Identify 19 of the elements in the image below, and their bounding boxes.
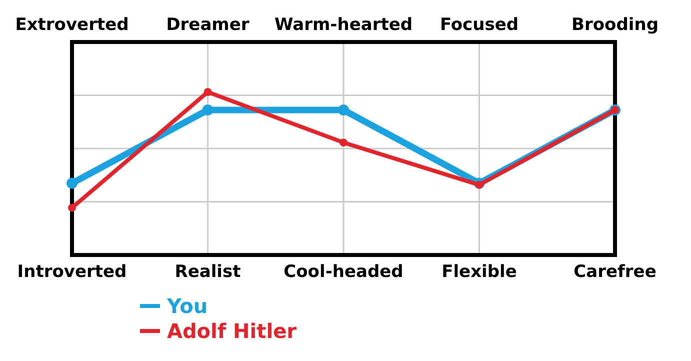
x-tick-label: Introverted [17,262,127,282]
legend-label: You [166,294,208,318]
text: Warm-hearted [274,15,413,35]
point [68,204,76,212]
text: Focused [440,15,519,35]
point [204,88,212,96]
text: Dreamer [166,15,250,35]
x-tick-label: Cool-headed [284,262,404,282]
text: Extroverted [15,15,129,35]
point [475,180,484,189]
point [338,104,349,116]
point [66,178,78,189]
x-tick-label: Realist [174,262,241,282]
text: Brooding [572,15,658,35]
point [202,104,214,116]
legend-label: Adolf Hitler [167,319,297,343]
point [340,138,348,147]
x-tick-label: Flexible [442,262,517,282]
x-tick-label: Carefree [574,262,656,282]
